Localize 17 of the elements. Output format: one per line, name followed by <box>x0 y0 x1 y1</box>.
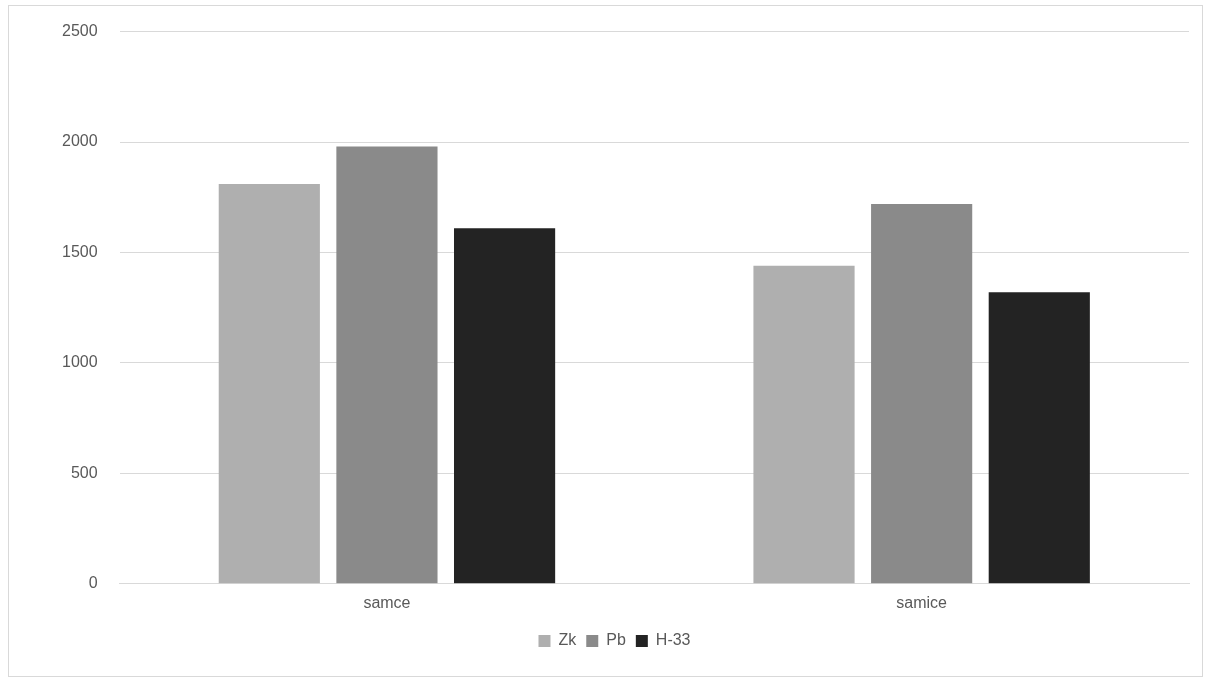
legend-label: H-33 <box>655 631 691 649</box>
y-tick-label: 2500 <box>62 22 98 40</box>
bar <box>988 292 1090 584</box>
bar <box>871 203 973 584</box>
bar <box>753 265 855 584</box>
bar <box>454 228 556 584</box>
x-tick-label: samce <box>363 593 411 611</box>
y-tick-label: 2000 <box>62 132 98 150</box>
bar <box>218 184 320 584</box>
x-tick-label: samice <box>896 593 948 611</box>
y-tick-label: 500 <box>70 463 98 481</box>
y-tick-label: 1000 <box>62 353 98 371</box>
bar <box>336 146 438 584</box>
y-tick-label: 1500 <box>62 242 98 260</box>
y-tick-label: 0 <box>88 574 98 592</box>
legend-label: Pb <box>606 631 626 649</box>
legend-label: Zk <box>558 631 578 649</box>
